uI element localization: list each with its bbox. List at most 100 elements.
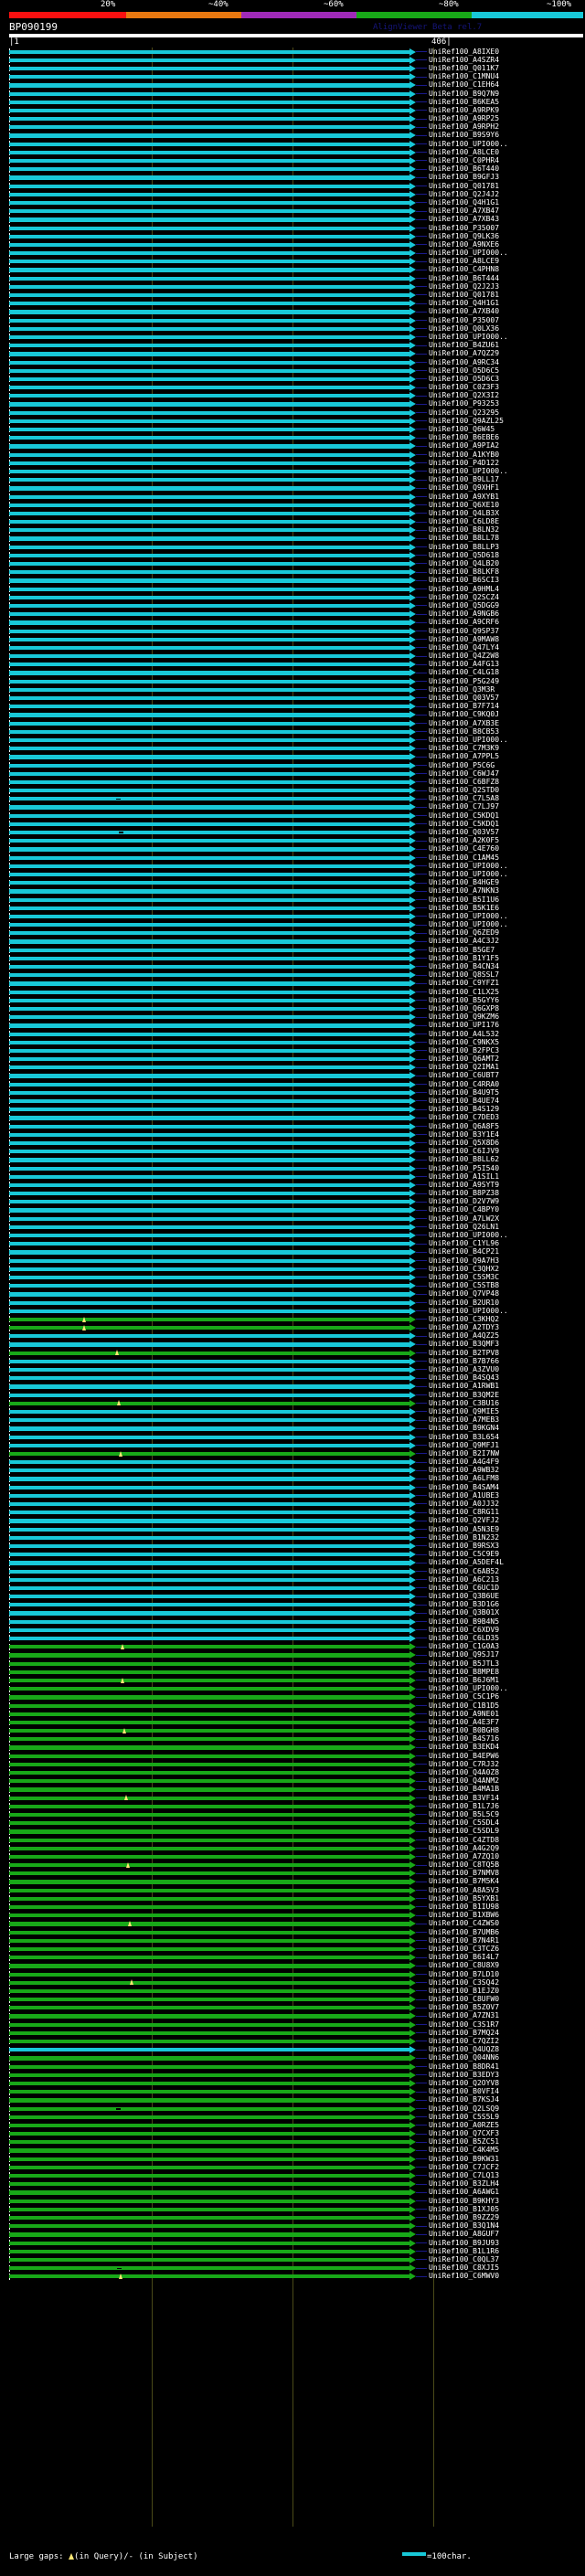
hit-accession-label[interactable]: UniRef100_B4CP21	[429, 1247, 500, 1256]
hit-accession-label[interactable]: UniRef100_A8LCE0	[429, 147, 500, 156]
hit-accession-label[interactable]: UniRef100_C6IJV9	[429, 1147, 500, 1156]
hit-bar[interactable]	[9, 1661, 410, 1666]
alignment-row[interactable]: UniRef100_B3EDY3	[0, 2071, 585, 2079]
alignment-row[interactable]: UniRef100_B4MA1B	[0, 1785, 585, 1794]
hit-accession-label[interactable]: UniRef100_A7ZN31	[429, 2011, 500, 2020]
hit-bar[interactable]	[9, 1158, 410, 1162]
hit-bar[interactable]	[9, 822, 410, 827]
hit-bar[interactable]	[9, 612, 410, 617]
hit-accession-label[interactable]: UniRef100_UPI000..	[429, 1684, 508, 1693]
alignment-row[interactable]: UniRef100_C6UC1D	[0, 1584, 585, 1592]
hit-accession-label[interactable]: UniRef100_C6LD8E	[429, 517, 500, 526]
hit-accession-label[interactable]: UniRef100_UPI000..	[429, 466, 508, 475]
hit-accession-label[interactable]: UniRef100_B6T440	[429, 164, 500, 174]
alignment-row[interactable]: UniRef100_B7F714	[0, 702, 585, 711]
hit-bar[interactable]	[9, 939, 410, 944]
hit-accession-label[interactable]: UniRef100_C7LJ97	[429, 802, 500, 811]
hit-accession-label[interactable]: UniRef100_B6I4L7	[429, 1953, 500, 1962]
hit-bar[interactable]	[9, 1888, 410, 1892]
hit-accession-label[interactable]: UniRef100_Q4LB20	[429, 559, 500, 568]
alignment-row[interactable]: UniRef100_B6EBE6	[0, 433, 585, 442]
hit-bar[interactable]	[9, 813, 410, 818]
hit-bar[interactable]	[9, 284, 410, 290]
hit-accession-label[interactable]: UniRef100_C5SM3C	[429, 1272, 500, 1281]
hit-bar[interactable]	[9, 1502, 410, 1507]
hit-accession-label[interactable]: UniRef100_Q6A8F5	[429, 1121, 500, 1130]
hit-accession-label[interactable]: UniRef100_C4ZWS0	[429, 1919, 500, 1928]
alignment-row[interactable]: UniRef100_B1XBW6	[0, 1911, 585, 1920]
hit-bar[interactable]	[9, 310, 410, 314]
hit-bar[interactable]	[9, 1988, 410, 1994]
hit-accession-label[interactable]: UniRef100_C1YL96	[429, 1239, 500, 1248]
alignment-row[interactable]: UniRef100_B5Z0V7	[0, 2003, 585, 2012]
alignment-row[interactable]: UniRef100_A9SYT9	[0, 1181, 585, 1189]
alignment-row[interactable]: UniRef100_B6KEA5	[0, 98, 585, 106]
hit-accession-label[interactable]: UniRef100_Q4H1G1	[429, 299, 500, 308]
hit-accession-label[interactable]: UniRef100_B1EJZ0	[429, 1986, 500, 1995]
hit-accession-label[interactable]: UniRef100_Q2J4J2	[429, 189, 500, 198]
alignment-row[interactable]: UniRef100_UPI000..	[0, 870, 585, 878]
hit-accession-label[interactable]: UniRef100_B3QM2E	[429, 1390, 500, 1399]
hit-bar[interactable]	[9, 595, 410, 599]
hit-accession-label[interactable]: UniRef100_Q9MFJ1	[429, 1440, 500, 1449]
alignment-row[interactable]: UniRef100_Q23295	[0, 408, 585, 417]
hit-bar[interactable]	[9, 1384, 410, 1389]
hit-accession-label[interactable]: UniRef100_C7DED3	[429, 1113, 500, 1122]
hit-accession-label[interactable]: UniRef100_A4C3J2	[429, 937, 500, 946]
alignment-row[interactable]: UniRef100_Q4LB20	[0, 559, 585, 567]
hit-bar[interactable]	[9, 1585, 410, 1591]
alignment-row[interactable]: UniRef100_C4RRA0	[0, 1080, 585, 1088]
hit-bar[interactable]	[9, 864, 410, 868]
hit-bar[interactable]	[9, 562, 410, 567]
hit-accession-label[interactable]: UniRef100_C6XDV9	[429, 1625, 500, 1634]
hit-accession-label[interactable]: UniRef100_Q6AMT2	[429, 1055, 500, 1064]
hit-bar[interactable]	[9, 334, 410, 340]
hit-bar[interactable]	[9, 209, 410, 214]
hit-accession-label[interactable]: UniRef100_B2UR10	[429, 1298, 500, 1307]
hit-bar[interactable]	[9, 293, 410, 298]
hit-bar[interactable]	[9, 1687, 410, 1691]
hit-bar[interactable]	[9, 142, 410, 146]
hit-bar[interactable]	[9, 2056, 410, 2061]
hit-bar[interactable]	[9, 100, 410, 104]
alignment-row[interactable]: UniRef100_C7RJ32	[0, 1760, 585, 1768]
hit-accession-label[interactable]: UniRef100_UPI000..	[429, 139, 508, 148]
hit-bar[interactable]	[9, 2048, 410, 2052]
alignment-row[interactable]: UniRef100_Q4UQZ8	[0, 2045, 585, 2054]
alignment-row[interactable]: UniRef100_A7MEB3	[0, 1415, 585, 1425]
hit-bar[interactable]	[9, 1234, 410, 1238]
alignment-row[interactable]: UniRef100_C9KQ0J	[0, 710, 585, 719]
hit-bar[interactable]	[9, 108, 410, 113]
hit-bar[interactable]	[9, 1140, 410, 1146]
alignment-row[interactable]: UniRef100_B8CB53	[0, 727, 585, 736]
alignment-row[interactable]: UniRef100_Q03V57	[0, 828, 585, 836]
hit-bar[interactable]	[9, 1275, 410, 1280]
alignment-row[interactable]: UniRef100_A9MAW8	[0, 635, 585, 643]
alignment-row[interactable]: UniRef100_A8LCE0	[0, 148, 585, 156]
hit-accession-label[interactable]: UniRef100_B2FPC3	[429, 1045, 500, 1055]
hit-bar[interactable]	[9, 1703, 410, 1708]
alignment-row[interactable]: UniRef100_B4CN34	[0, 962, 585, 970]
alignment-row[interactable]: UniRef100_C6WJ47	[0, 769, 585, 778]
hit-accession-label[interactable]: UniRef100_Q6GXP8	[429, 1003, 500, 1012]
hit-accession-label[interactable]: UniRef100_B3VF14	[429, 1793, 500, 1802]
hit-bar[interactable]	[9, 276, 410, 281]
alignment-row[interactable]: UniRef100_A4G2Q9	[0, 1844, 585, 1852]
hit-accession-label[interactable]: UniRef100_A8IXE0	[429, 47, 500, 56]
hit-accession-label[interactable]: UniRef100_A9XYB1	[429, 492, 500, 501]
hit-accession-label[interactable]: UniRef100_A8LCE9	[429, 257, 500, 266]
hit-accession-label[interactable]: UniRef100_Q011K7	[429, 63, 500, 72]
alignment-row[interactable]: UniRef100_Q6W45	[0, 425, 585, 433]
hit-accession-label[interactable]: UniRef100_C1EH64	[429, 80, 500, 90]
hit-accession-label[interactable]: UniRef100_C4PHN8	[429, 265, 500, 274]
alignment-row[interactable]: UniRef100_A7ZQ10	[0, 1852, 585, 1860]
hit-bar[interactable]	[9, 587, 410, 591]
hit-bar[interactable]	[9, 2215, 410, 2221]
hit-accession-label[interactable]: UniRef100_A7ZQ10	[429, 1851, 500, 1860]
hit-accession-label[interactable]: UniRef100_C5SDL9	[429, 1827, 500, 1836]
alignment-row[interactable]: UniRef100_B3QMF3	[0, 1340, 585, 1349]
hit-bar[interactable]	[9, 755, 410, 759]
alignment-row[interactable]: UniRef100_B7LD10	[0, 1970, 585, 1978]
alignment-row[interactable]: UniRef100_C1EH64	[0, 80, 585, 90]
hit-bar[interactable]	[9, 1326, 410, 1330]
